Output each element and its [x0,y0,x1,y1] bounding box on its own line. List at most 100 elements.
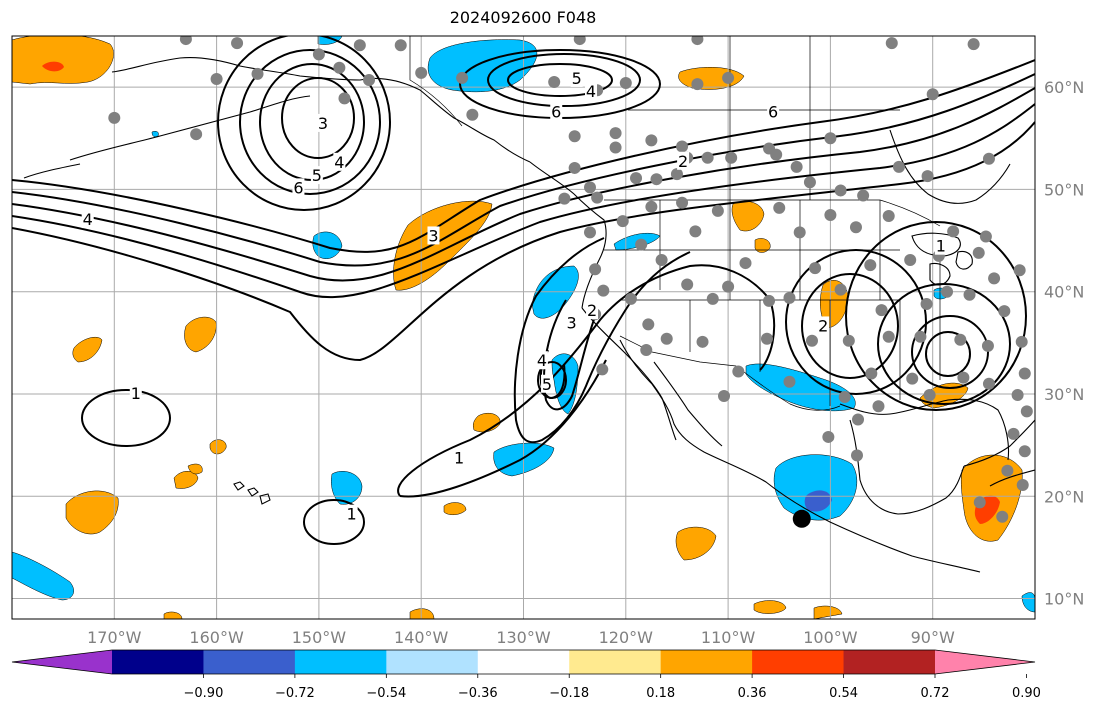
latitude-label: 30°N [1044,385,1084,404]
station-dot [691,78,704,91]
station-dot [941,285,954,298]
station-dot [838,391,851,404]
station-dot [456,71,469,84]
station-dot [616,215,629,228]
station-dot [967,38,980,51]
station-dot [706,292,719,305]
contour-label-background [570,68,583,87]
contour-label-background [292,178,305,197]
station-dot [963,288,976,301]
station-dot [624,292,637,305]
contour-label-background [129,383,142,402]
station-dot [805,334,818,347]
station-dot [824,132,837,145]
contour-label: 5 [572,69,582,88]
station-dot [914,330,927,343]
station-dot [864,259,877,272]
station-markers [108,36,1033,523]
station-dot [947,225,960,238]
station-dot [231,37,244,50]
contour-label: 2 [818,316,828,335]
contour-label-background [541,374,554,393]
station-dot [824,208,837,221]
height-anomaly-contours [12,36,1035,545]
station-dot [190,128,203,141]
longitude-label: 90°W [911,628,955,647]
station-dot [972,246,985,259]
station-dot [676,196,689,209]
station-dot [979,230,992,243]
station-dot [597,284,610,297]
station-dot [696,335,709,348]
station-dot [904,253,917,266]
station-dot [583,181,596,194]
map-title: 2024092600 F048 [449,8,597,27]
station-dot [882,210,895,223]
contour-label: 4 [83,210,93,229]
station-dot [790,160,803,173]
station-dot [676,140,689,153]
contour-label: 4 [334,153,344,172]
colorbar-segment [569,650,662,674]
station-dot [619,77,632,90]
contour-label-background [934,236,947,255]
station-dot [875,304,888,317]
station-dot [857,189,870,202]
contour-label: 4 [586,82,596,101]
longitude-labels: 170°W 160°W 150°W 140°W 130°W 120°W 110°W 100°W… [87,628,955,647]
colorbar-tick-label: 0.72 [921,686,950,701]
station-dot [957,371,970,384]
contour-label: 3 [566,313,576,332]
station-dot [251,67,264,80]
station-dot [872,400,885,413]
colorbar-segment [752,650,845,674]
station-dot [773,201,786,214]
station-dot [885,37,898,50]
station-dot [312,48,325,61]
contour-label: 1 [347,505,357,524]
colorbar-segment [112,650,204,674]
station-dot [660,332,673,345]
station-dot [568,130,581,143]
station-dot [921,170,934,183]
contour-label: 2 [678,152,688,171]
contour-label-background [345,504,358,523]
contour-label: 3 [428,226,438,245]
longitude-label: 140°W [394,628,449,647]
station-dot [822,430,835,443]
station-dot [670,168,683,181]
station-dot [725,151,738,164]
station-dot [353,39,366,52]
colorbar-tick-label: 0.90 [1012,686,1041,701]
longitude-label: 130°W [496,628,551,647]
colorbar-extend-high [935,650,1035,674]
station-dot [645,134,658,147]
longitude-label: 160°W [189,628,244,647]
station-dot [1020,405,1033,418]
station-dot [1018,367,1031,380]
station-dot [718,390,731,403]
contour-label-background [767,102,780,121]
station-dot [363,73,376,86]
colorbar: −0.90 −0.72 −0.54 −0.36 −0.18 0.18 0.36 0.54 0.7… [11,649,1041,701]
station-dot [1013,264,1026,277]
contour-label-background [565,313,578,332]
station-dot [650,173,663,186]
station-dot [466,108,479,121]
contour-label: 3 [318,114,328,133]
contour-label-background [453,448,466,467]
station-dot [573,36,586,46]
station-dot [763,294,776,307]
station-dot [609,141,622,154]
colorbar-tick-label: −0.90 [184,686,224,701]
latitude-labels: 60°N 50°N 40°N 30°N 20°N 10°N [1044,78,1084,608]
latitude-label: 60°N [1044,78,1084,97]
station-dot [1001,464,1014,477]
station-dot [548,76,561,89]
colorbar-segment [386,650,479,674]
station-dot [642,318,655,331]
contour-label-background [427,226,440,245]
location-marker [792,509,811,528]
